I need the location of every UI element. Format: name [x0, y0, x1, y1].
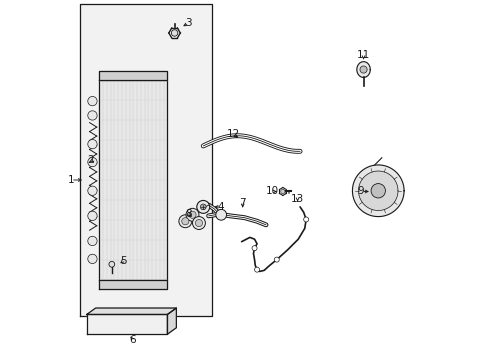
Text: 8: 8	[185, 209, 192, 219]
Polygon shape	[99, 280, 167, 289]
Polygon shape	[86, 315, 167, 334]
Circle shape	[88, 96, 97, 106]
Polygon shape	[80, 4, 212, 316]
Text: 5: 5	[120, 256, 126, 266]
Circle shape	[370, 184, 385, 198]
Circle shape	[88, 157, 97, 167]
Circle shape	[359, 66, 366, 73]
Text: 12: 12	[226, 129, 239, 139]
Polygon shape	[356, 62, 369, 77]
Circle shape	[215, 210, 226, 220]
Text: 3: 3	[185, 18, 192, 28]
Circle shape	[88, 139, 97, 149]
Polygon shape	[99, 71, 167, 80]
Circle shape	[88, 111, 97, 120]
Circle shape	[195, 220, 202, 226]
Circle shape	[303, 217, 308, 222]
Circle shape	[88, 186, 97, 195]
Circle shape	[188, 211, 196, 219]
Circle shape	[88, 236, 97, 246]
Circle shape	[280, 189, 285, 194]
Polygon shape	[352, 165, 403, 217]
Circle shape	[274, 257, 279, 262]
Circle shape	[171, 30, 178, 36]
Polygon shape	[358, 171, 397, 211]
Circle shape	[196, 201, 209, 213]
Text: 2: 2	[87, 155, 94, 165]
Circle shape	[179, 215, 191, 228]
Circle shape	[88, 254, 97, 264]
Polygon shape	[99, 80, 167, 280]
Text: 7: 7	[239, 198, 245, 208]
Circle shape	[109, 261, 115, 267]
Text: 9: 9	[357, 186, 364, 197]
Text: 1: 1	[67, 175, 74, 185]
Circle shape	[185, 208, 199, 221]
Text: 10: 10	[265, 186, 279, 197]
Circle shape	[192, 217, 205, 229]
Text: 13: 13	[290, 194, 304, 204]
Text: 6: 6	[129, 334, 136, 345]
Circle shape	[251, 246, 257, 251]
Circle shape	[254, 267, 259, 272]
Circle shape	[88, 211, 97, 221]
Circle shape	[200, 204, 206, 210]
Circle shape	[182, 218, 188, 225]
Text: 11: 11	[356, 50, 369, 60]
Polygon shape	[167, 308, 176, 334]
Polygon shape	[86, 308, 176, 315]
Text: 4: 4	[218, 202, 224, 212]
